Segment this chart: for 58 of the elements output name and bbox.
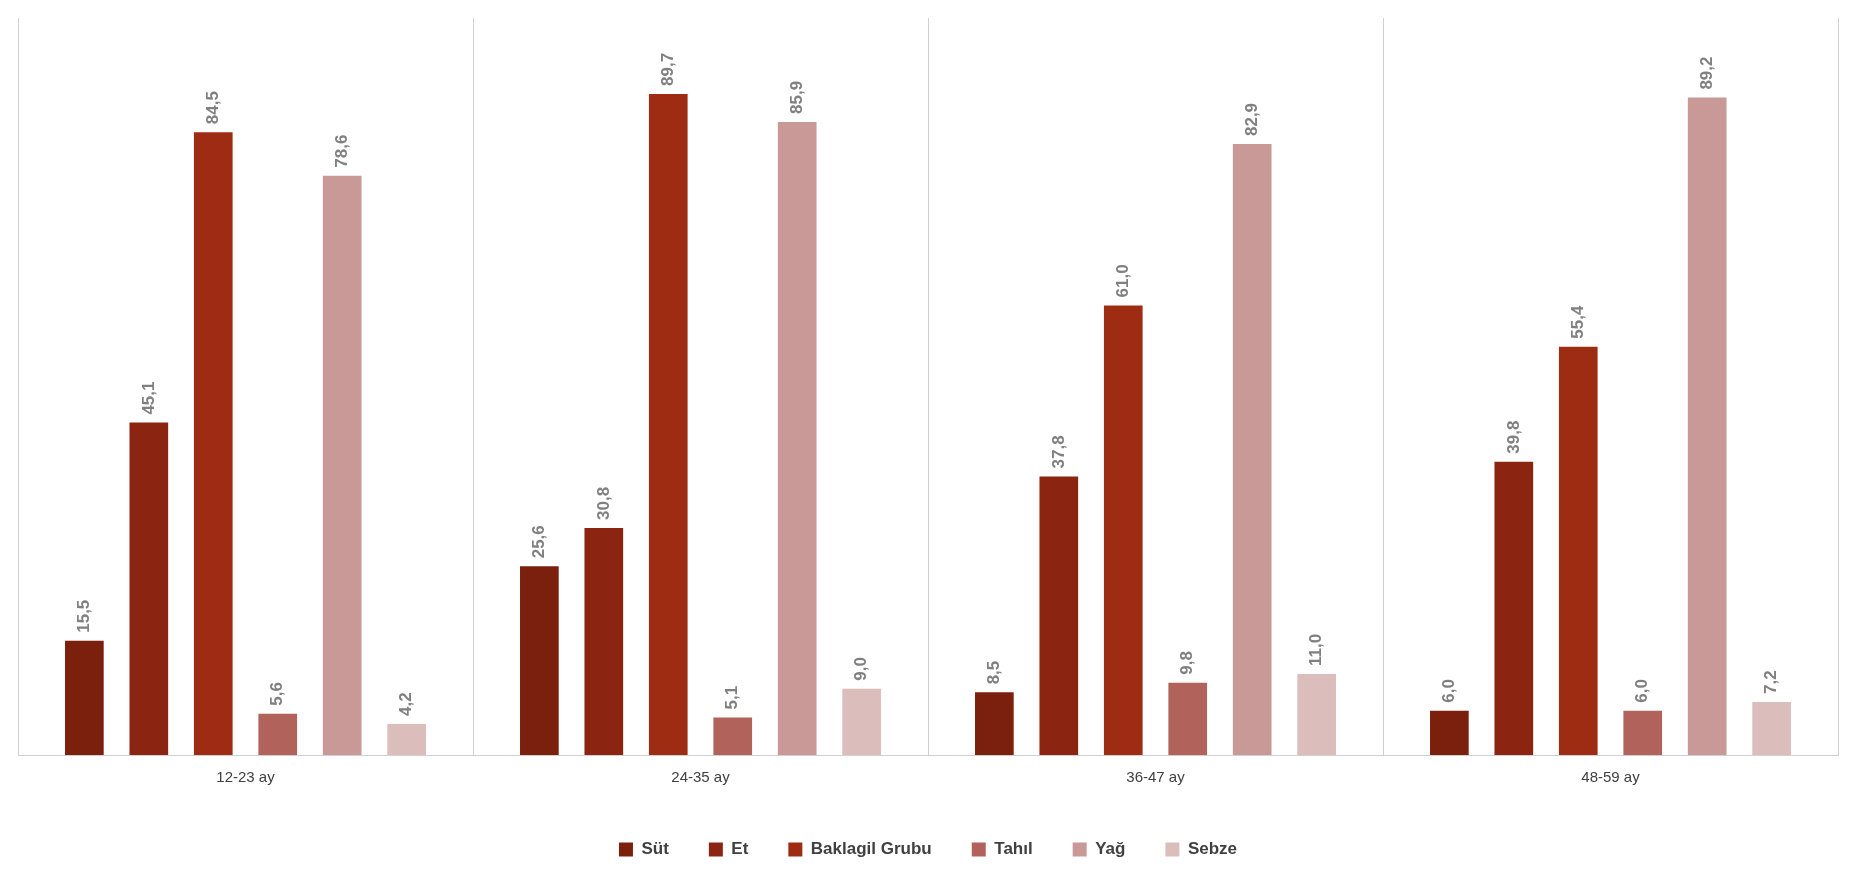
data-label: 82,9 (1241, 102, 1261, 137)
data-label: 15,5 (74, 599, 94, 633)
bar (975, 692, 1014, 755)
legend-label: Sebze (1187, 839, 1238, 859)
bar (258, 713, 298, 755)
bar (322, 175, 362, 755)
data-label: 6,0 (1439, 679, 1459, 703)
legend-label: Yağ (1095, 839, 1126, 859)
data-label: 30,8 (593, 486, 613, 520)
data-label: 89,7 (657, 52, 677, 86)
bar (520, 566, 559, 755)
bar (193, 132, 233, 755)
x-tick-label: 12-23 ay (216, 768, 276, 786)
data-label: 8,5 (984, 660, 1004, 685)
bar (777, 121, 817, 755)
bar (65, 640, 104, 755)
data-label: 25,6 (529, 525, 549, 559)
data-label: 85,9 (786, 80, 806, 114)
bar (129, 422, 169, 755)
data-label: 61,0 (1112, 264, 1132, 298)
data-label: 11,0 (1306, 633, 1326, 666)
bar (1558, 346, 1598, 755)
legend-label: Tahıl (994, 839, 1033, 859)
data-label: 9,8 (1177, 651, 1197, 675)
data-label: 39,8 (1503, 420, 1523, 454)
bar (1297, 673, 1336, 755)
data-label: 89,2 (1696, 56, 1716, 90)
data-label: 9,0 (851, 657, 871, 681)
data-label: 55,4 (1567, 305, 1587, 339)
data-label: 78,6 (331, 134, 351, 168)
bar (387, 724, 426, 755)
data-label: 4,2 (396, 692, 416, 717)
data-label: 45,1 (138, 381, 158, 415)
bar (648, 93, 688, 755)
data-label: 37,8 (1048, 435, 1068, 469)
bar (1430, 710, 1469, 755)
x-tick-label: 24-35 ay (671, 768, 731, 786)
bar (842, 688, 881, 755)
bar (1103, 305, 1143, 755)
bar (1687, 97, 1727, 755)
bar (1752, 701, 1791, 755)
bar (584, 528, 624, 755)
legend-label: Baklagil Grubu (810, 839, 932, 859)
bar (1232, 144, 1272, 755)
data-label: 6,0 (1632, 679, 1652, 703)
x-tick-label: 48-59 ay (1581, 768, 1641, 786)
data-label: 7,2 (1761, 670, 1781, 694)
bar (1494, 461, 1534, 755)
data-label: 84,5 (202, 91, 222, 125)
x-tick-label: 36-47 ay (1126, 768, 1186, 786)
data-label: 5,1 (722, 685, 742, 710)
bar (713, 717, 753, 755)
bar (1039, 476, 1079, 755)
data-label: 5,6 (267, 682, 287, 706)
bar (1623, 710, 1663, 755)
legend-label: Süt (641, 839, 670, 859)
bar (1168, 682, 1208, 755)
legend-label: Et (731, 839, 749, 859)
